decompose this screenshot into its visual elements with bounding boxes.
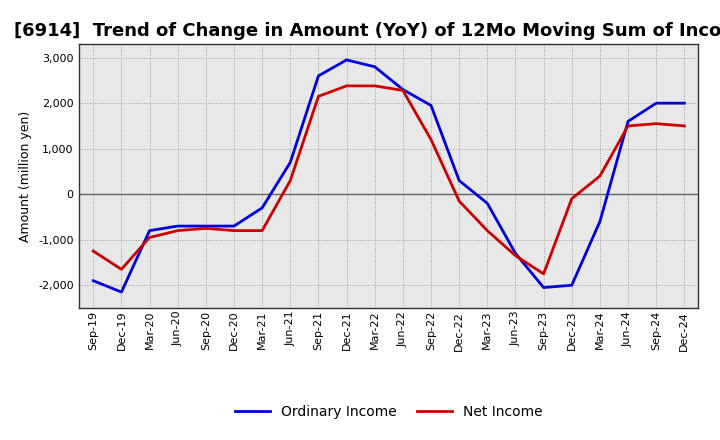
Ordinary Income — [455, 178, 464, 183]
Ordinary Income — [314, 73, 323, 78]
Net Income — [174, 228, 182, 233]
Ordinary Income — [680, 100, 688, 106]
Ordinary Income — [89, 278, 98, 283]
Legend: Ordinary Income, Net Income: Ordinary Income, Net Income — [229, 400, 549, 425]
Net Income — [483, 228, 492, 233]
Net Income — [652, 121, 660, 126]
Net Income — [370, 83, 379, 88]
Ordinary Income — [117, 290, 126, 295]
Ordinary Income — [258, 205, 266, 210]
Ordinary Income — [174, 224, 182, 229]
Net Income — [342, 83, 351, 88]
Ordinary Income — [652, 100, 660, 106]
Ordinary Income — [567, 282, 576, 288]
Net Income — [202, 226, 210, 231]
Net Income — [89, 249, 98, 254]
Net Income — [230, 228, 238, 233]
Line: Ordinary Income: Ordinary Income — [94, 60, 684, 292]
Ordinary Income — [399, 87, 408, 92]
Net Income — [145, 235, 154, 240]
Net Income — [624, 123, 632, 128]
Ordinary Income — [483, 201, 492, 206]
Net Income — [511, 253, 520, 258]
Net Income — [567, 196, 576, 202]
Ordinary Income — [145, 228, 154, 233]
Net Income — [258, 228, 266, 233]
Ordinary Income — [202, 224, 210, 229]
Ordinary Income — [427, 103, 436, 108]
Ordinary Income — [370, 64, 379, 70]
Ordinary Income — [342, 57, 351, 62]
Net Income — [427, 137, 436, 142]
Net Income — [117, 267, 126, 272]
Ordinary Income — [539, 285, 548, 290]
Net Income — [680, 123, 688, 128]
Net Income — [286, 178, 294, 183]
Ordinary Income — [286, 160, 294, 165]
Net Income — [455, 198, 464, 204]
Net Income — [399, 88, 408, 93]
Title: [6914]  Trend of Change in Amount (YoY) of 12Mo Moving Sum of Incomes: [6914] Trend of Change in Amount (YoY) o… — [14, 22, 720, 40]
Net Income — [314, 94, 323, 99]
Line: Net Income: Net Income — [94, 86, 684, 274]
Net Income — [595, 173, 604, 179]
Net Income — [539, 271, 548, 276]
Ordinary Income — [595, 219, 604, 224]
Y-axis label: Amount (million yen): Amount (million yen) — [19, 110, 32, 242]
Ordinary Income — [511, 251, 520, 256]
Ordinary Income — [624, 119, 632, 124]
Ordinary Income — [230, 224, 238, 229]
